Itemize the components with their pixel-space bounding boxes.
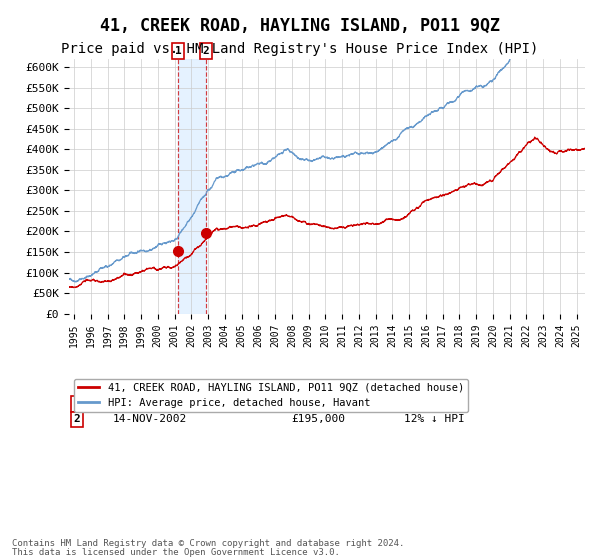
Bar xyxy=(178,59,206,314)
Text: 12% ↓ HPI: 12% ↓ HPI xyxy=(404,414,465,424)
Text: 41, CREEK ROAD, HAYLING ISLAND, PO11 9QZ: 41, CREEK ROAD, HAYLING ISLAND, PO11 9QZ xyxy=(100,17,500,35)
Text: 1: 1 xyxy=(73,399,80,409)
Text: 14-NOV-2002: 14-NOV-2002 xyxy=(113,414,187,424)
Legend: 41, CREEK ROAD, HAYLING ISLAND, PO11 9QZ (detached house), HPI: Average price, d: 41, CREEK ROAD, HAYLING ISLAND, PO11 9QZ… xyxy=(74,379,468,412)
Text: 8% ↓ HPI: 8% ↓ HPI xyxy=(404,399,458,409)
Text: Contains HM Land Registry data © Crown copyright and database right 2024.: Contains HM Land Registry data © Crown c… xyxy=(12,539,404,548)
Text: £195,000: £195,000 xyxy=(291,414,345,424)
Text: £152,000: £152,000 xyxy=(291,399,345,409)
Text: 16-MAR-2001: 16-MAR-2001 xyxy=(113,399,187,409)
Text: 2: 2 xyxy=(202,46,209,56)
Text: 1: 1 xyxy=(175,46,181,56)
Text: This data is licensed under the Open Government Licence v3.0.: This data is licensed under the Open Gov… xyxy=(12,548,340,557)
Text: 2: 2 xyxy=(73,414,80,424)
Text: Price paid vs. HM Land Registry's House Price Index (HPI): Price paid vs. HM Land Registry's House … xyxy=(61,42,539,56)
